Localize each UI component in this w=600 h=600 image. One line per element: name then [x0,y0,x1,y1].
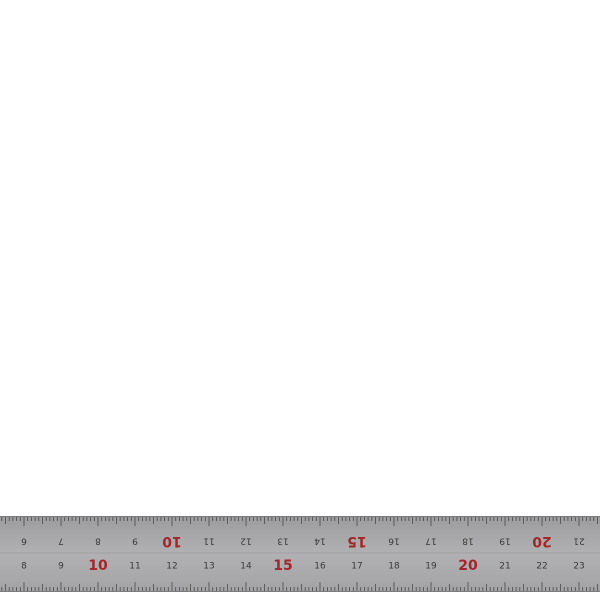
scale-label: 22 [536,562,547,572]
scale-label: 14 [314,536,326,546]
scale-label: 21 [499,562,510,572]
scale-label: 20 [458,558,478,574]
scale-label: 14 [240,562,252,572]
scale-label: 15 [273,558,292,574]
scale-label: 21 [573,536,584,546]
scale-label: 18 [462,536,474,546]
scale-label: 13 [277,536,288,546]
scale-label: 10 [88,558,108,574]
scale-label: 16 [314,562,326,572]
scale-label: 16 [388,536,400,546]
scale-label: 12 [166,562,177,572]
scale-label: 11 [203,536,214,546]
scale-label: 19 [499,536,511,546]
scale-label: 17 [425,536,436,546]
scale-label: 17 [351,562,362,572]
scale-label: 10 [162,533,182,549]
scale-label: 20 [532,533,552,549]
scale-label: 23 [573,562,584,572]
scale-label: 13 [203,562,214,572]
scale-label: 15 [347,533,366,549]
tick-marks [1,517,598,591]
scale-label: 7 [58,536,64,546]
ruler [0,516,600,592]
scale-label: 8 [95,536,101,546]
scale-label: 8 [21,562,27,572]
scale-label: 18 [388,562,400,572]
scale-labels: 6 7 8 9 10 11 12 13 14 15 16 17 18 19 20 21 8 9 10 11 12 13 14… [21,533,585,574]
scale-label: 19 [425,562,437,572]
scale-label: 9 [58,562,64,572]
scale-label: 12 [240,536,251,546]
scale-label: 6 [21,536,27,546]
scale-label: 11 [129,562,140,572]
scale-label: 9 [132,536,138,546]
